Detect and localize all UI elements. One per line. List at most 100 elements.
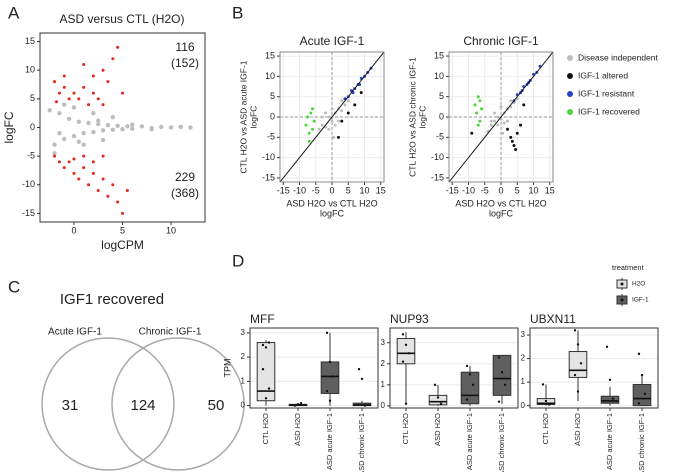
point (327, 115, 331, 119)
point (509, 135, 513, 139)
point (57, 91, 61, 95)
point (81, 131, 86, 136)
point (346, 99, 350, 103)
point (343, 103, 347, 107)
point (82, 154, 86, 158)
point (264, 346, 268, 349)
point (475, 111, 479, 115)
point (116, 45, 120, 49)
point (125, 124, 130, 129)
point (637, 352, 641, 356)
legend-title: treatment (612, 263, 645, 272)
point (503, 383, 507, 387)
panel-title: NUP93 (390, 312, 429, 326)
x-tick-label: 10 (359, 185, 369, 195)
point (500, 371, 504, 374)
x-tick-label: ASD chronic IGF-1 (497, 413, 506, 472)
point (100, 128, 106, 133)
point (496, 115, 500, 119)
point (91, 91, 95, 95)
point (115, 123, 120, 128)
point (515, 131, 519, 135)
point (332, 135, 336, 139)
point (57, 160, 61, 164)
point (307, 131, 311, 135)
legend-swatch (567, 73, 573, 79)
x-tick-label: CTL H2O (541, 413, 550, 445)
point (407, 352, 411, 355)
point (337, 135, 340, 139)
point (168, 125, 174, 130)
point (304, 123, 308, 127)
point (325, 331, 329, 335)
box (256, 342, 276, 402)
legend-label: IGF-1 resistant (578, 88, 635, 98)
y-tick-label: 5 (439, 91, 444, 101)
point (62, 74, 66, 78)
annotation: (368) (171, 186, 199, 200)
region-count: 31 (62, 397, 79, 414)
point (52, 142, 57, 147)
point (91, 110, 96, 116)
y-axis-label: CTL H2O vs ASD chronic IGF-1 (407, 57, 417, 177)
point (159, 124, 164, 130)
y-tick-label: 10 (25, 65, 35, 75)
point (81, 142, 86, 147)
legend-label: H2O (632, 281, 645, 288)
point (480, 107, 483, 111)
point (608, 378, 612, 381)
point (110, 114, 115, 120)
y-tick-label: -15 (22, 208, 35, 218)
point (640, 373, 644, 377)
x-tick-label: ASD chronic IGF-1 (637, 413, 646, 472)
plot-frame (529, 327, 659, 409)
point (261, 368, 265, 371)
point (53, 80, 57, 84)
y-tick-label: 15 (434, 50, 444, 60)
y-tick-label: 0 (241, 401, 246, 410)
identity-line (448, 51, 554, 183)
legend-swatch (567, 91, 573, 97)
point (493, 119, 496, 123)
annotation: (152) (171, 56, 199, 70)
point (317, 127, 321, 131)
x-tick-label: 5 (346, 185, 351, 195)
point (637, 402, 641, 405)
point (82, 85, 86, 89)
point (573, 329, 577, 332)
identity-line (279, 51, 385, 183)
y-tick-label: 10 (434, 71, 444, 81)
point (261, 343, 265, 347)
y-tick-label: 3 (241, 328, 246, 337)
point (519, 123, 522, 127)
x-axis-label: logFC (489, 208, 514, 218)
point (357, 368, 361, 371)
point (489, 123, 493, 127)
y-tick-label: 5 (270, 91, 275, 101)
point (101, 103, 105, 107)
point (67, 160, 71, 164)
annotation: 229 (175, 170, 195, 184)
point (106, 80, 110, 84)
y-tick-label: 1 (241, 376, 246, 385)
point (71, 105, 77, 110)
point (328, 360, 332, 364)
point (311, 127, 314, 131)
x-tick-label: ASD H2O (573, 413, 582, 446)
point (512, 143, 516, 147)
x-tick-label: CTL H2O (401, 413, 410, 445)
y-tick-label: 3 (381, 338, 386, 347)
point (96, 118, 101, 123)
point (476, 95, 480, 99)
point (544, 399, 548, 403)
point (130, 126, 135, 131)
point (465, 398, 469, 401)
point (71, 133, 77, 139)
point (328, 399, 332, 402)
set-label: Chronic IGF-1 (139, 327, 202, 338)
point (82, 166, 86, 170)
x-tick-label: -5 (481, 185, 489, 195)
point (473, 103, 477, 107)
point (120, 127, 125, 132)
